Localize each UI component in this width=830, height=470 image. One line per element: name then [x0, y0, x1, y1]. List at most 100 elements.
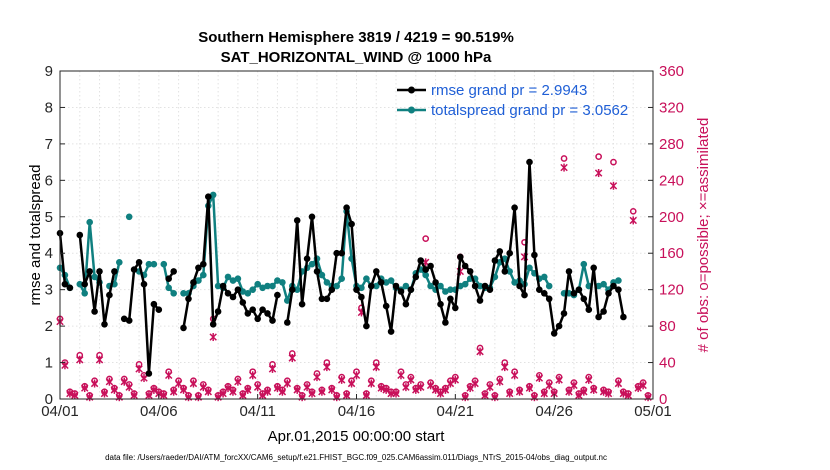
y-right-tick-label: 240: [659, 172, 684, 189]
totalspread-point: [200, 271, 207, 279]
obs-assimilated-marker: [130, 391, 138, 400]
obs-assimilated-marker: [515, 387, 524, 396]
rmse-point: [96, 268, 103, 275]
rmse-point: [486, 286, 494, 294]
rmse-point: [570, 290, 578, 297]
rmse-point: [555, 322, 563, 330]
obs-assimilated-marker: [318, 387, 326, 396]
rmse-point: [407, 286, 415, 294]
rmse-point: [259, 306, 266, 314]
obs-assimilated-marker: [367, 379, 376, 388]
totalspread-point: [76, 280, 84, 288]
obs-assimilated-marker: [174, 379, 183, 388]
obs-assimilated-marker: [441, 385, 450, 394]
rmse-point: [145, 370, 153, 377]
totalspread-point: [545, 282, 553, 290]
obs-assimilated-marker: [407, 375, 415, 384]
rmse-point: [373, 268, 380, 275]
obs-assimilated-marker: [505, 389, 514, 398]
obs-assimilated-marker: [352, 371, 361, 380]
y-right-tick-label: 280: [659, 136, 684, 153]
totalspread-point: [91, 273, 98, 281]
rmse-point: [392, 282, 400, 290]
rmse-point: [526, 158, 533, 166]
totalspread-point: [318, 271, 326, 279]
obs-assimilated-marker: [402, 383, 410, 392]
rmse-point: [328, 286, 336, 294]
y-right-tick-label: 80: [659, 318, 676, 335]
obs-assimilated-marker: [253, 383, 262, 392]
axis-ticks: 0 1 2 3 4 5 6 7 8 9 0 40 80 120 160 200 240 280 320 360 04/0…: [41, 63, 684, 420]
totalspread-point: [506, 268, 513, 275]
rmse-point: [209, 321, 217, 328]
rmse-point: [417, 257, 425, 264]
obs-assimilated-marker: [377, 384, 385, 393]
rmse-point: [442, 319, 449, 326]
obs-assimilated-marker: [382, 385, 390, 394]
obs-assimilated-marker: [372, 363, 380, 372]
rmse-point: [249, 306, 256, 314]
rmse-point: [224, 290, 232, 297]
obs-assimilated-marker: [283, 379, 292, 388]
totalspread-point: [323, 279, 331, 286]
rmse-point: [615, 286, 622, 294]
obs-assimilated-marker: [431, 385, 440, 394]
obs-assimilated-marker: [525, 384, 534, 393]
obs-assimilated-marker: [585, 375, 593, 384]
obs-assimilated-marker: [555, 375, 563, 384]
obs-assimilated-marker: [599, 387, 608, 396]
obs-assimilated-marker: [486, 383, 494, 392]
y-right-axis-label: # of obs: o=possible; ×=assimilated: [695, 118, 712, 353]
rmse-point: [106, 291, 113, 299]
totalspread-point: [511, 279, 518, 286]
rmse-point: [511, 204, 518, 211]
x-axis-label: Apr.01,2015 00:00:00 start: [268, 428, 446, 445]
totalspread-point: [476, 282, 484, 290]
obs-assimilated-marker: [100, 389, 109, 398]
obs-assimilated-marker: [313, 373, 321, 382]
y-right-tick-label: 360: [659, 63, 684, 80]
totalspread-point: [308, 260, 316, 268]
rmse-point: [76, 231, 84, 239]
obs-assimilated-marker: [545, 381, 553, 390]
totalspread-point: [195, 277, 202, 284]
totalspread-point: [422, 271, 430, 279]
obs-assimilated-marker: [234, 377, 242, 386]
totalspread-point: [234, 275, 242, 283]
rmse-point: [550, 330, 558, 337]
obs-assimilated-marker: [105, 377, 114, 386]
obs-assimilated-marker: [337, 375, 346, 384]
rmse-point: [402, 300, 410, 308]
obs-assimilated-marker: [150, 385, 158, 394]
totalspread-point: [461, 280, 469, 288]
totalspread-point: [86, 218, 93, 226]
rmse-point: [377, 279, 385, 286]
rmse-point: [363, 322, 370, 330]
obs-assimilated-marker: [397, 371, 405, 380]
rmse-point: [264, 310, 271, 317]
totalspread-point: [180, 290, 187, 297]
rmse-point: [308, 213, 316, 221]
totalspread-point: [580, 260, 588, 268]
y-left-tick-label: 7: [45, 136, 53, 153]
totalspread-point: [333, 282, 341, 290]
totalspread-point: [373, 282, 380, 290]
obs-assimilated-marker: [229, 387, 237, 396]
obs-assimilated-marker: [169, 387, 178, 396]
rmse-point: [560, 310, 568, 317]
y-left-tick-label: 6: [45, 172, 53, 189]
legend-rmse-label: rmse grand pr = 2.9943: [431, 82, 587, 99]
obs-assimilated-marker: [328, 385, 336, 394]
totalspread-point: [293, 286, 301, 294]
totalspread-point: [442, 288, 449, 295]
rmse-point: [229, 293, 237, 301]
rmse-point: [234, 286, 242, 294]
totalspread-point: [615, 277, 622, 284]
obs-assimilated-marker: [303, 383, 311, 392]
y-left-tick-label: 3: [45, 282, 53, 299]
rmse-point: [397, 288, 405, 295]
obs-assimilated-marker: [639, 381, 647, 390]
legend: rmse grand pr = 2.9943 totalspread grand…: [397, 82, 628, 119]
obs-assimilated-marker: [609, 181, 618, 190]
obs-assimilated-marker: [471, 379, 479, 388]
